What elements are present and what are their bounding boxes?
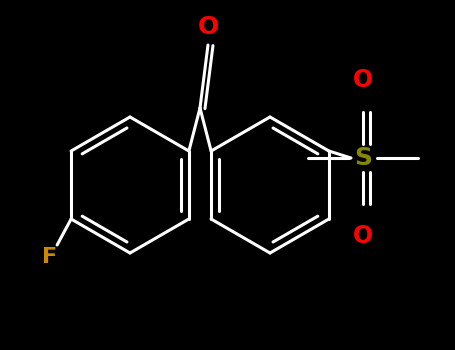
Text: O: O — [197, 15, 218, 39]
Text: O: O — [353, 68, 373, 92]
Text: S: S — [354, 146, 372, 170]
Text: F: F — [41, 247, 57, 267]
Text: O: O — [353, 224, 373, 248]
